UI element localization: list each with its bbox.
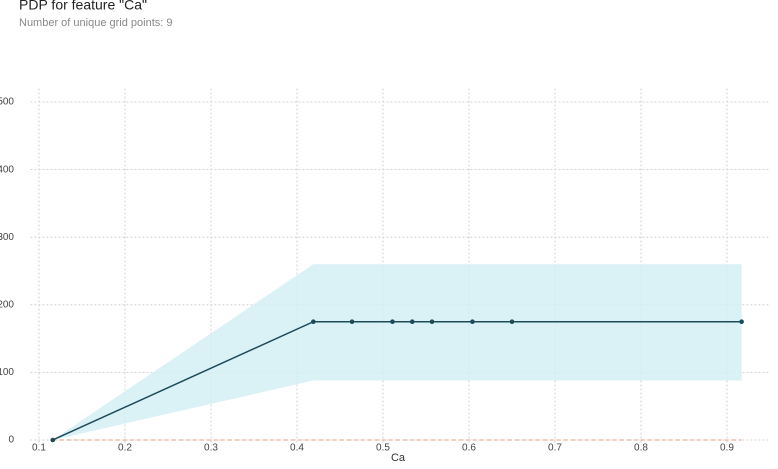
pdp-point bbox=[429, 319, 435, 325]
x-tick-label: 0.4 bbox=[290, 443, 304, 454]
pdp-point bbox=[739, 319, 744, 325]
x-tick-label: 0.2 bbox=[118, 443, 132, 454]
x-tick-label: 0.7 bbox=[548, 443, 562, 454]
chart-title: PDP for feature "Ca" bbox=[19, 0, 147, 13]
x-tick-label: 0.1 bbox=[32, 443, 46, 454]
pdp-point bbox=[50, 437, 56, 443]
pdp-point bbox=[311, 319, 316, 325]
x-tick-label: 0.3 bbox=[204, 443, 218, 454]
y-tick-label: 100 bbox=[0, 367, 14, 378]
chart-subtitle: Number of unique grid points: 9 bbox=[19, 17, 172, 29]
pdp-point bbox=[409, 319, 415, 325]
x-tick-label: 0.6 bbox=[462, 443, 476, 454]
pdp-point bbox=[509, 319, 515, 325]
x-axis-label: Ca bbox=[391, 452, 406, 464]
y-tick-label: 0 bbox=[8, 435, 14, 446]
x-tick-label: 0.8 bbox=[634, 443, 648, 454]
pdp-point bbox=[470, 319, 475, 325]
y-tick-label: 500 bbox=[0, 97, 14, 108]
y-tick-label: 200 bbox=[0, 299, 14, 310]
y-tick-label: 400 bbox=[0, 164, 14, 175]
x-tick-label: 0.5 bbox=[376, 443, 390, 454]
pdp-point bbox=[390, 319, 395, 325]
pdp-point bbox=[349, 319, 355, 325]
x-tick-label: 0.9 bbox=[720, 443, 734, 454]
confidence-band bbox=[52, 264, 742, 440]
y-tick-label: 300 bbox=[0, 232, 14, 243]
